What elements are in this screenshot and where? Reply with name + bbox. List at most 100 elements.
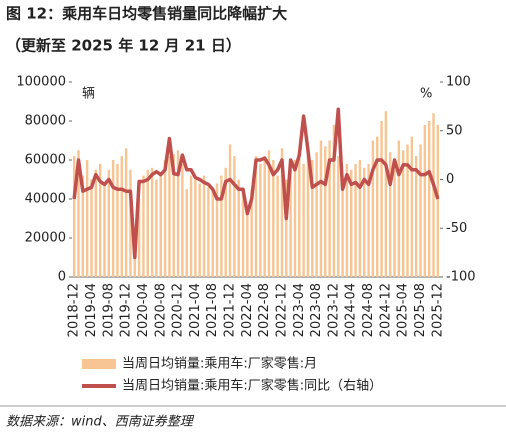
bar — [189, 175, 193, 277]
x-tick-label: 2021-08 — [205, 283, 220, 337]
bar — [337, 156, 340, 277]
chart-title: 图 12：乘用车日均零售销量同比降幅扩大 — [6, 5, 287, 23]
y2-tick-label: 100 — [446, 75, 471, 90]
bar — [410, 136, 414, 277]
x-tick-label: 2018-12 — [67, 283, 82, 337]
bar — [85, 160, 89, 277]
legend-swatch — [82, 359, 116, 369]
bar — [358, 160, 362, 277]
bar — [90, 179, 93, 277]
bar — [211, 191, 214, 277]
bar — [185, 189, 188, 277]
bar — [150, 167, 154, 277]
bar — [207, 187, 210, 277]
bar — [263, 160, 266, 277]
bar — [298, 156, 301, 277]
bar — [328, 140, 331, 277]
bar — [172, 154, 175, 277]
bar — [363, 167, 366, 277]
y-tick-label: 0 — [58, 270, 66, 285]
y-tick-label: 60000 — [25, 153, 66, 168]
x-tick-label: 2024-08 — [361, 283, 376, 337]
bar — [267, 150, 271, 277]
bar — [419, 144, 422, 277]
bar — [367, 163, 370, 277]
bar — [194, 179, 197, 277]
bar — [233, 156, 236, 277]
bar — [220, 175, 223, 277]
x-tick-label: 2020-12 — [171, 283, 186, 337]
bar — [406, 144, 409, 277]
x-tick-label: 2020-04 — [136, 283, 151, 337]
bar — [224, 167, 227, 277]
bar — [371, 140, 375, 277]
bar — [289, 169, 292, 277]
x-tick-label: 2019-04 — [84, 283, 99, 337]
x-tick-label: 2021-04 — [188, 283, 203, 337]
x-tick-label: 2025-08 — [413, 283, 428, 337]
bar — [107, 169, 111, 277]
legend-label: 当周日均销量:乘用车:厂家零售:月 — [122, 356, 317, 372]
bar — [168, 156, 171, 277]
bar — [393, 169, 396, 277]
bar — [259, 163, 262, 277]
bar — [354, 163, 357, 277]
y2-unit: % — [420, 87, 432, 102]
bar — [146, 169, 149, 277]
bar — [228, 144, 232, 277]
y-tick-label: 100000 — [16, 75, 66, 90]
y-tick-label: 80000 — [25, 114, 66, 129]
bar — [176, 150, 180, 277]
bar — [72, 156, 76, 277]
y-unit: 辆 — [82, 87, 95, 102]
bar — [302, 163, 305, 277]
bar — [427, 121, 431, 277]
bar — [124, 148, 128, 277]
bar — [129, 169, 132, 277]
bar — [77, 150, 80, 277]
bar — [237, 179, 240, 277]
bar — [311, 160, 314, 277]
bar — [137, 199, 141, 277]
bar — [388, 152, 392, 277]
bar — [306, 148, 310, 277]
bar — [94, 169, 98, 277]
bar — [116, 163, 119, 277]
x-tick-label: 2021-12 — [223, 283, 238, 337]
bar — [120, 156, 124, 277]
bar — [155, 179, 158, 277]
bar — [103, 183, 106, 277]
x-tick-label: 2022-04 — [240, 283, 255, 337]
bar — [198, 183, 201, 277]
bar — [315, 152, 318, 277]
bar — [350, 169, 353, 277]
bar — [98, 163, 102, 277]
bar — [280, 148, 284, 277]
bar — [324, 146, 327, 277]
bar — [250, 189, 253, 277]
x-tick-label: 2023-08 — [309, 283, 324, 337]
y-tick-label: 40000 — [25, 192, 66, 207]
line — [72, 107, 440, 260]
bar — [163, 160, 167, 277]
x-tick-label: 2022-08 — [257, 283, 272, 337]
bar — [401, 150, 405, 277]
y2-tick-label: -50 — [446, 221, 467, 236]
bar — [246, 206, 249, 277]
bar — [423, 124, 427, 278]
bar — [111, 160, 115, 277]
bar — [285, 179, 288, 277]
bar — [332, 124, 336, 278]
bar — [380, 121, 383, 277]
bar — [384, 111, 388, 277]
bar — [376, 136, 379, 277]
bar — [81, 175, 85, 277]
y2-tick-label: -100 — [446, 270, 476, 285]
y2-tick-label: 50 — [446, 123, 463, 138]
bar — [181, 163, 184, 277]
bar — [341, 189, 344, 277]
x-tick-label: 2024-04 — [344, 283, 359, 337]
x-tick-label: 2025-04 — [396, 283, 411, 337]
x-tick-label: 2025-12 — [430, 283, 445, 337]
